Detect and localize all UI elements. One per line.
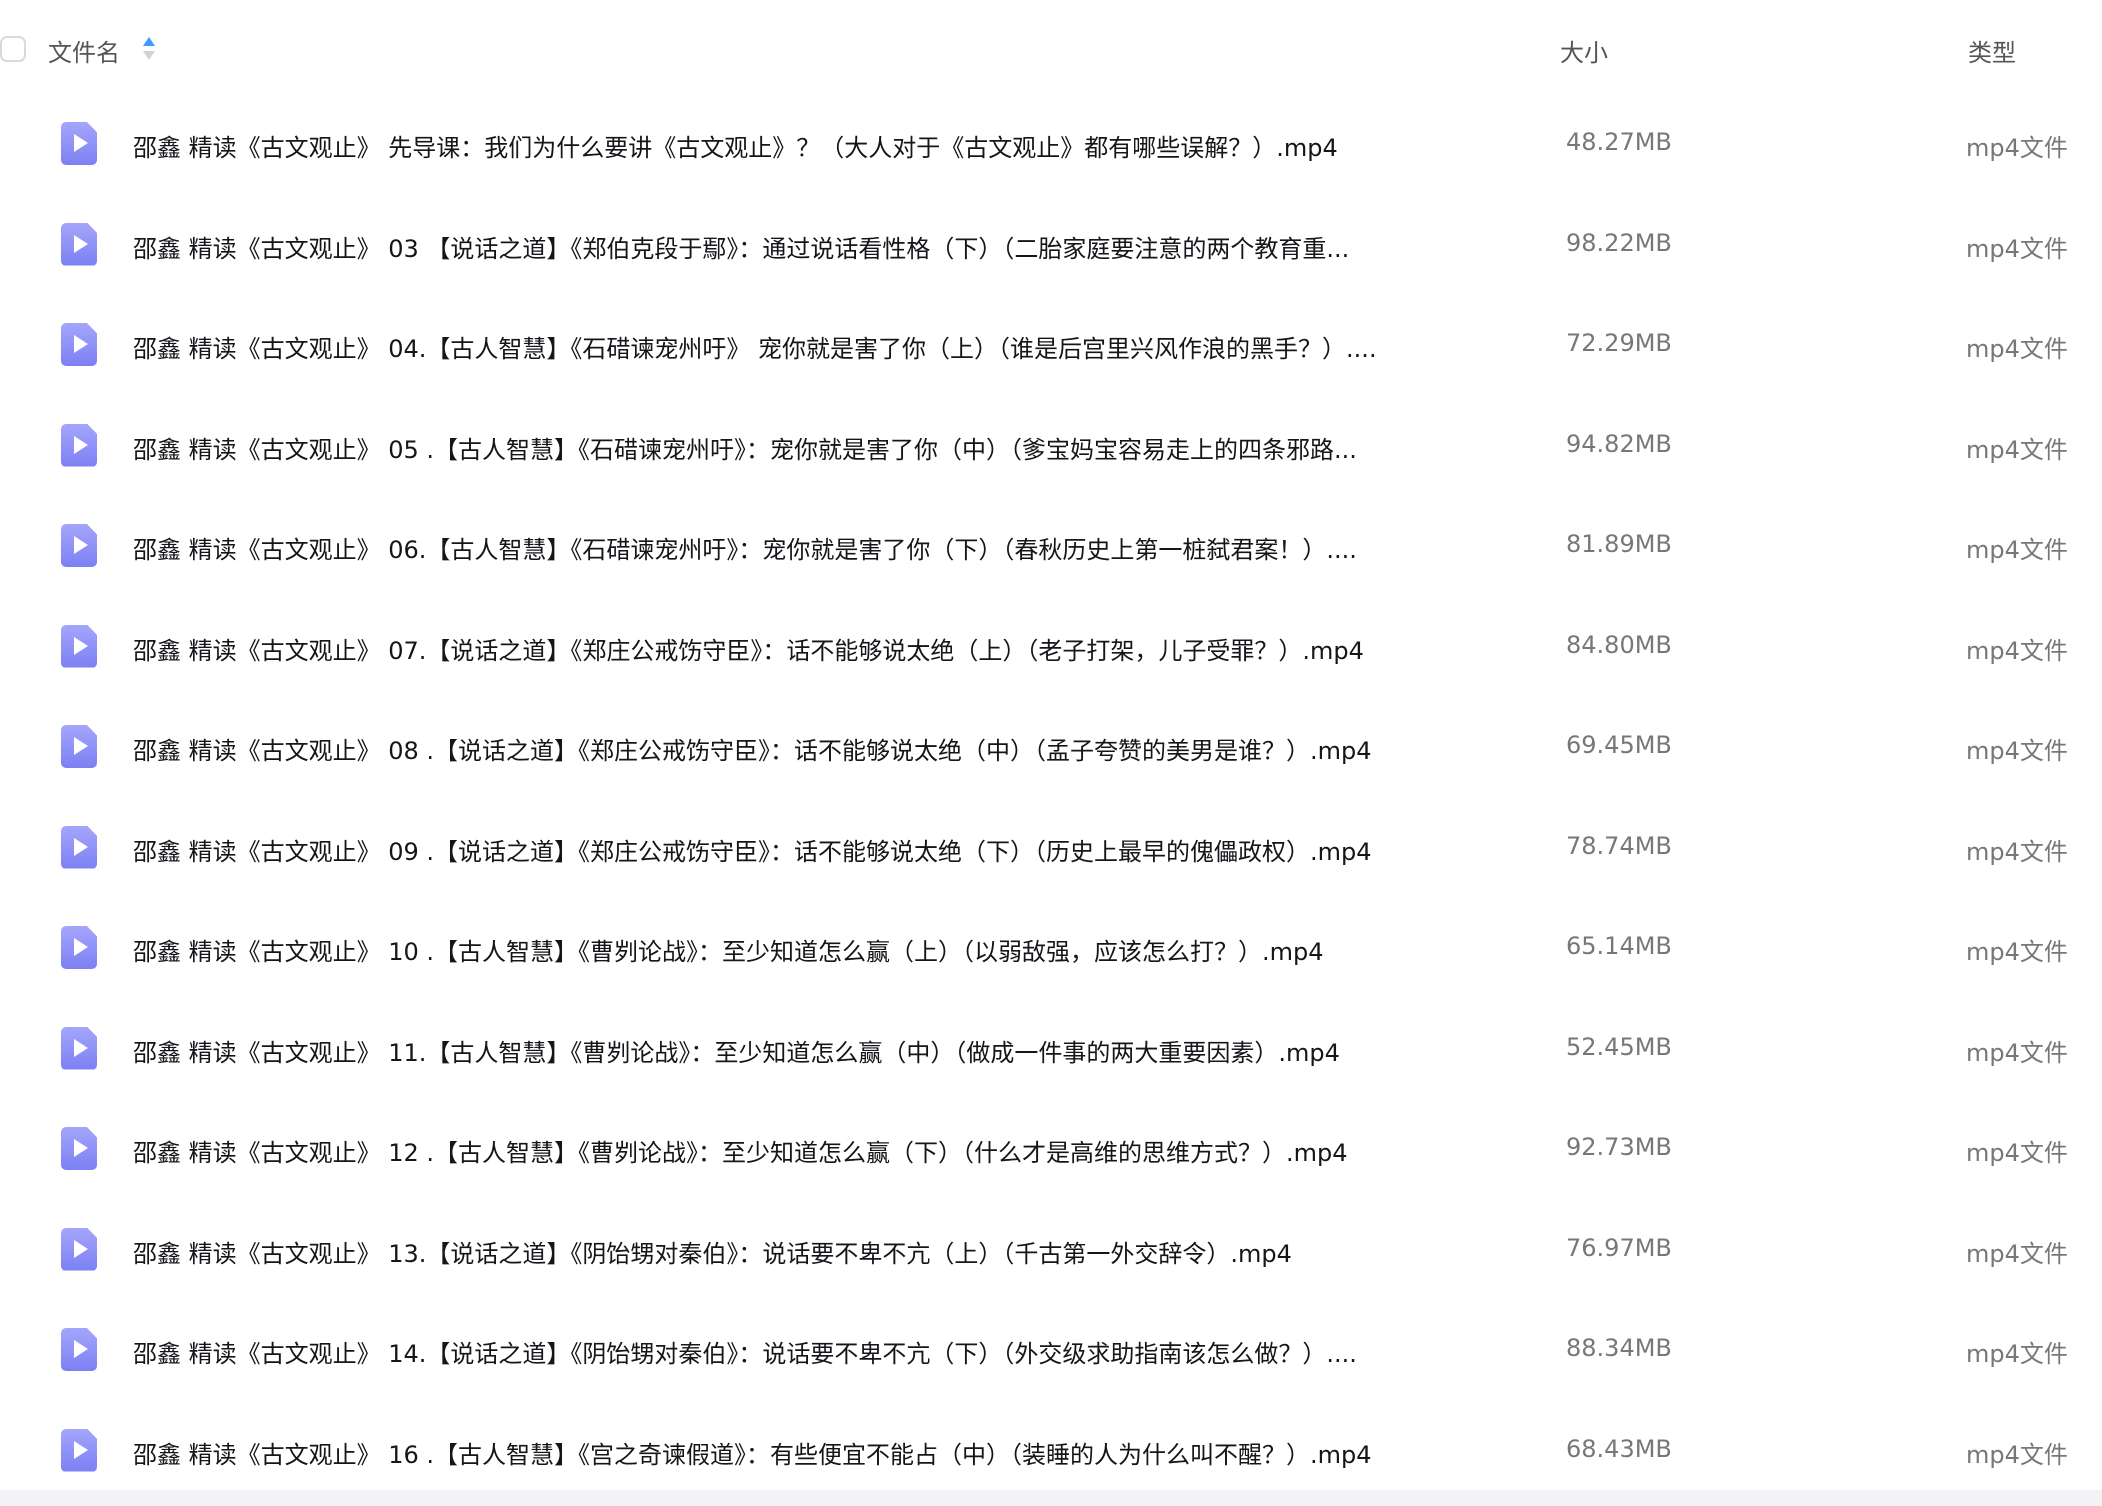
file-type: mp4文件 <box>1966 335 2068 363</box>
video-file-icon <box>61 725 97 768</box>
file-type: mp4文件 <box>1966 938 2068 966</box>
file-type: mp4文件 <box>1966 737 2068 765</box>
video-file-icon <box>61 1026 97 1070</box>
video-file-icon <box>61 624 97 668</box>
file-row[interactable]: 邵鑫 精读《古文观止》 05 .【古人智慧】《石碏谏宠州吁》：宠你就是害了你（中… <box>0 394 2102 495</box>
video-file-icon <box>61 524 97 567</box>
file-name[interactable]: 邵鑫 精读《古文观止》 10 .【古人智慧】《曹刿论战》：至少知道怎么赢（上）（… <box>133 938 1324 966</box>
scroll-bottom-bar <box>0 1490 2102 1506</box>
file-type: mp4文件 <box>1966 435 2068 464</box>
column-header-size[interactable]: 大小 <box>1560 39 1608 67</box>
file-size: 78.74MB <box>1566 831 1672 860</box>
column-header-name[interactable]: 文件名 <box>48 39 120 67</box>
file-name[interactable]: 邵鑫 精读《古文观止》 11.【古人智慧】《曹刿论战》：至少知道怎么赢（中）（做… <box>133 1038 1340 1067</box>
file-name[interactable]: 邵鑫 精读《古文观止》 08 .【说话之道】《郑庄公戒饬守臣》：话不能够说太绝（… <box>133 737 1372 765</box>
file-row[interactable]: 邵鑫 精读《古文观止》 12 .【古人智慧】《曹刿论战》：至少知道怎么赢（下）（… <box>0 1097 2102 1198</box>
select-all-checkbox[interactable] <box>0 36 26 62</box>
file-row[interactable]: 邵鑫 精读《古文观止》 04.【古人智慧】《石碏谏宠州吁》 宠你就是害了你（上）… <box>0 293 2102 394</box>
file-type: mp4文件 <box>1966 134 2068 162</box>
video-file-icon <box>61 122 97 165</box>
video-file-icon <box>61 825 97 869</box>
file-row[interactable]: 邵鑫 精读《古文观止》 10 .【古人智慧】《曹刿论战》：至少知道怎么赢（上）（… <box>0 896 2102 997</box>
file-row[interactable]: 邵鑫 精读《古文观止》 14.【说话之道】《阴饴甥对秦伯》：说话要不卑不亢（下）… <box>0 1298 2102 1399</box>
file-size: 81.89MB <box>1566 530 1672 558</box>
file-row[interactable]: 邵鑫 精读《古文观止》 16 .【古人智慧】《宫之奇谏假道》：有些便宜不能占（中… <box>0 1399 2102 1500</box>
file-type: mp4文件 <box>1966 837 2068 866</box>
file-row[interactable]: 邵鑫 精读《古文观止》 08 .【说话之道】《郑庄公戒饬守臣》：话不能够说太绝（… <box>0 695 2102 796</box>
file-type: mp4文件 <box>1966 1038 2068 1067</box>
file-name[interactable]: 邵鑫 精读《古文观止》 14.【说话之道】《阴饴甥对秦伯》：说话要不卑不亢（下）… <box>133 1340 1357 1368</box>
file-list-header: 文件名 大小 类型 <box>0 0 2102 100</box>
file-size: 88.34MB <box>1566 1334 1672 1362</box>
file-row[interactable]: 邵鑫 精读《古文观止》 03 【说话之道】《郑伯克段于鄢》：通过说话看性格（下）… <box>0 193 2102 294</box>
file-name[interactable]: 邵鑫 精读《古文观止》 16 .【古人智慧】《宫之奇谏假道》：有些便宜不能占（中… <box>133 1440 1372 1469</box>
file-name[interactable]: 邵鑫 精读《古文观止》 先导课：我们为什么要讲《古文观止》？（大人对于《古文观止… <box>133 134 1338 162</box>
file-name[interactable]: 邵鑫 精读《古文观止》 03 【说话之道】《郑伯克段于鄢》：通过说话看性格（下）… <box>133 234 1350 263</box>
file-list: 邵鑫 精读《古文观止》 先导课：我们为什么要讲《古文观止》？（大人对于《古文观止… <box>0 92 2102 1499</box>
column-header-type[interactable]: 类型 <box>1968 39 2016 67</box>
file-row[interactable]: 邵鑫 精读《古文观止》 先导课：我们为什么要讲《古文观止》？（大人对于《古文观止… <box>0 92 2102 193</box>
file-size: 92.73MB <box>1566 1133 1672 1161</box>
file-size: 76.97MB <box>1566 1233 1672 1262</box>
video-file-icon <box>61 1227 97 1271</box>
video-file-icon <box>61 926 97 969</box>
file-size: 68.43MB <box>1566 1434 1672 1463</box>
video-file-icon <box>61 222 97 266</box>
video-file-icon <box>61 423 97 467</box>
video-file-icon <box>61 1428 97 1472</box>
file-row[interactable]: 邵鑫 精读《古文观止》 09 .【说话之道】《郑庄公戒饬守臣》：话不能够说太绝（… <box>0 796 2102 897</box>
file-type: mp4文件 <box>1966 1440 2068 1469</box>
file-name[interactable]: 邵鑫 精读《古文观止》 13.【说话之道】《阴饴甥对秦伯》：说话要不卑不亢（上）… <box>133 1239 1292 1268</box>
file-size: 94.82MB <box>1566 429 1672 458</box>
file-name[interactable]: 邵鑫 精读《古文观止》 09 .【说话之道】《郑庄公戒饬守臣》：话不能够说太绝（… <box>133 837 1372 866</box>
file-size: 65.14MB <box>1566 932 1672 960</box>
file-type: mp4文件 <box>1966 1239 2068 1268</box>
video-file-icon <box>61 323 97 366</box>
file-name[interactable]: 邵鑫 精读《古文观止》 05 .【古人智慧】《石碏谏宠州吁》：宠你就是害了你（中… <box>133 435 1357 464</box>
file-type: mp4文件 <box>1966 536 2068 564</box>
file-type: mp4文件 <box>1966 1139 2068 1167</box>
file-name[interactable]: 邵鑫 精读《古文观止》 12 .【古人智慧】《曹刿论战》：至少知道怎么赢（下）（… <box>133 1139 1348 1167</box>
file-row[interactable]: 邵鑫 精读《古文观止》 07.【说话之道】《郑庄公戒饬守臣》：话不能够说太绝（上… <box>0 595 2102 696</box>
file-size: 98.22MB <box>1566 228 1672 257</box>
file-row[interactable]: 邵鑫 精读《古文观止》 11.【古人智慧】《曹刿论战》：至少知道怎么赢（中）（做… <box>0 997 2102 1098</box>
video-file-icon <box>61 1127 97 1170</box>
video-file-icon <box>61 1328 97 1371</box>
file-name[interactable]: 邵鑫 精读《古文观止》 07.【说话之道】《郑庄公戒饬守臣》：话不能够说太绝（上… <box>133 636 1364 665</box>
file-name[interactable]: 邵鑫 精读《古文观止》 04.【古人智慧】《石碏谏宠州吁》 宠你就是害了你（上）… <box>133 335 1377 363</box>
file-size: 52.45MB <box>1566 1032 1672 1061</box>
file-type: mp4文件 <box>1966 1340 2068 1368</box>
file-size: 72.29MB <box>1566 329 1672 357</box>
file-name[interactable]: 邵鑫 精读《古文观止》 06.【古人智慧】《石碏谏宠州吁》：宠你就是害了你（下）… <box>133 536 1357 564</box>
file-size: 69.45MB <box>1566 731 1672 759</box>
file-row[interactable]: 邵鑫 精读《古文观止》 06.【古人智慧】《石碏谏宠州吁》：宠你就是害了你（下）… <box>0 494 2102 595</box>
file-size: 48.27MB <box>1566 128 1672 156</box>
file-row[interactable]: 邵鑫 精读《古文观止》 13.【说话之道】《阴饴甥对秦伯》：说话要不卑不亢（上）… <box>0 1198 2102 1299</box>
file-size: 84.80MB <box>1566 630 1672 659</box>
file-type: mp4文件 <box>1966 636 2068 665</box>
file-type: mp4文件 <box>1966 234 2068 263</box>
sort-icon[interactable] <box>141 37 155 63</box>
